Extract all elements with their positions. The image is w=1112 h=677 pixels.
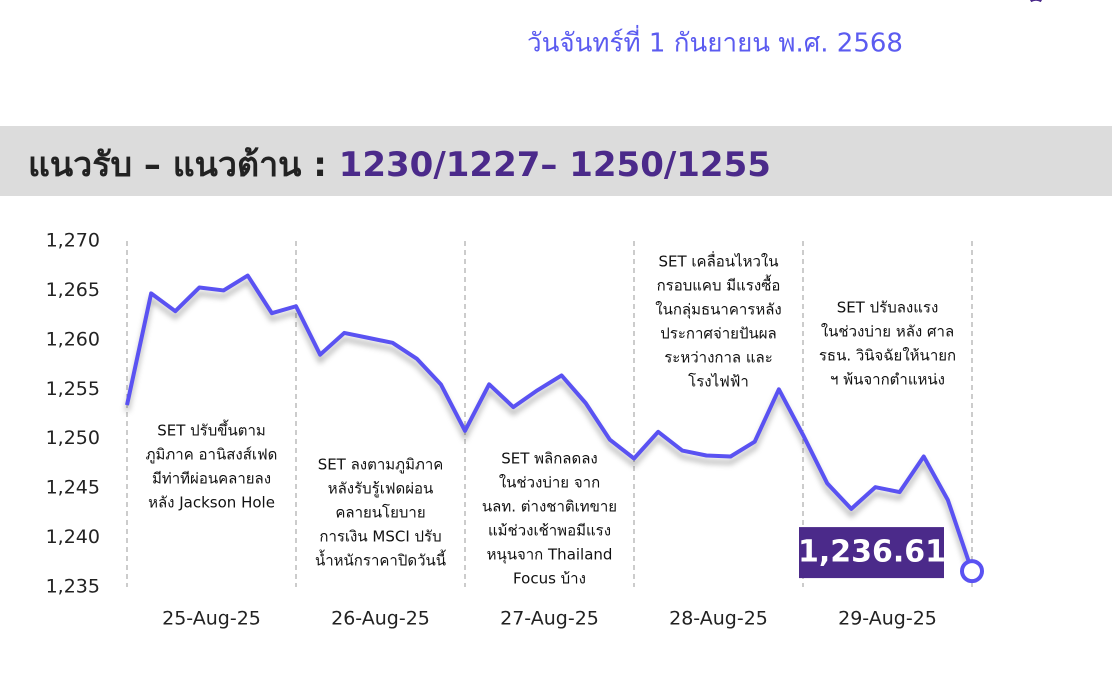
annotation: ระหว่างกาล และ	[664, 349, 773, 367]
annotation: แม้ช่วงเช้าพอมีแรง	[488, 522, 611, 540]
annotation: SET ลงตามภูมิภาค	[318, 456, 444, 474]
header-text: แนวรับ – แนวต้าน : 1230/1227– 1250/1255	[28, 145, 771, 185]
y-tick-label: 1,270	[46, 230, 100, 252]
annotation: กรอบแคบ มีแรงซื้อ	[657, 275, 781, 295]
x-tick-label: 29-Aug-25	[838, 608, 937, 630]
annotation: SET เคลื่อนไหวใน	[659, 251, 779, 271]
y-tick-label: 1,255	[46, 378, 100, 400]
annotation: หลังรับรู้เฟดผ่อน	[328, 480, 434, 498]
y-tick-label: 1,250	[46, 427, 100, 449]
y-tick-label: 1,240	[46, 526, 100, 548]
annotation: คลายนโยบาย	[335, 504, 425, 522]
date: วันจันทร์ที่ 1 กันยายน พ.ศ. 2568	[527, 25, 903, 59]
annotation: หลัง Jackson Hole	[148, 494, 275, 512]
header-levels: 1230/1227– 1250/1255	[339, 145, 771, 185]
annotation: ในกลุ่มธนาคารหลัง	[655, 301, 782, 320]
header-band	[0, 126, 1112, 196]
x-tick-label: 28-Aug-25	[669, 608, 768, 630]
annotation: รธน. วินิจฉัยให้นายก	[819, 347, 956, 365]
annotation: หนุนจาก Thailand	[487, 546, 613, 565]
annotation: Focus บ้าง	[513, 570, 586, 588]
y-tick-label: 1,265	[46, 279, 100, 301]
annotation: โรงไฟฟ้า	[688, 373, 749, 391]
annotation: SET ปรับลงแรง	[837, 299, 939, 317]
annotation: น้ำหนักราคาปิดวันนี้	[315, 550, 446, 570]
annotation: ภูมิภาค อานิสงส์เฟด	[146, 446, 278, 464]
value-label-box	[799, 527, 944, 579]
annotation: มีท่าทีผ่อนคลายลง	[152, 470, 271, 488]
x-tick-label: 27-Aug-25	[500, 608, 599, 630]
annotation: ประกาศจ่ายปันผล	[660, 325, 776, 343]
line-shadow	[125, 278, 974, 578]
value-label: 1,236.61	[798, 535, 946, 570]
series-line	[125, 273, 974, 572]
x-tick-label: 25-Aug-25	[162, 608, 261, 630]
x-tick-label: 26-Aug-25	[331, 608, 430, 630]
annotation: การเงิน MSCI ปรับ	[319, 528, 441, 546]
annotation: ฯ พ้นจากตำแหน่ง	[830, 371, 945, 389]
annotation: SET ปรับขึ้นตาม	[157, 420, 266, 440]
end-marker	[960, 559, 984, 584]
annotation: SET พลิกลดลง	[501, 450, 598, 468]
annotation: นลท. ต่างชาติเทขาย	[482, 498, 617, 516]
annotation: ในช่วงบ่าย จาก	[499, 474, 600, 492]
header-label: แนวรับ – แนวต้าน :	[28, 145, 339, 185]
y-tick-label: 1,245	[46, 477, 100, 499]
y-tick-label: 1,235	[46, 576, 100, 598]
annotation: ในช่วงบ่าย หลัง ศาล	[821, 323, 954, 341]
y-tick-label: 1,260	[46, 328, 100, 350]
